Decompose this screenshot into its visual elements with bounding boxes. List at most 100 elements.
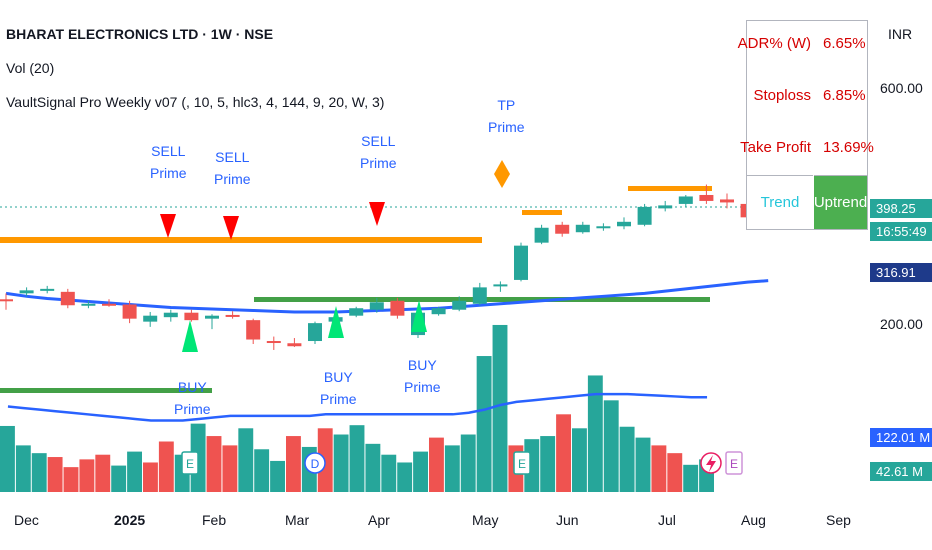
candle (369, 297, 384, 313)
volume-bar (143, 462, 158, 492)
volume-bar (206, 436, 222, 492)
candle-body (452, 300, 467, 310)
tp-marker (494, 160, 510, 188)
candle (637, 203, 652, 227)
candle (0, 293, 13, 310)
candle-body (720, 199, 734, 203)
candle-body (349, 308, 364, 316)
indicator-label[interactable]: VaultSignal Pro Weekly v07 (, 10, 5, hlc… (6, 94, 385, 110)
candle (596, 223, 611, 231)
time-tick: May (472, 512, 499, 528)
candle (720, 193, 734, 209)
candle (19, 287, 34, 297)
candle (225, 311, 240, 319)
candle (617, 217, 631, 230)
candle (534, 224, 549, 245)
time-tick: Jul (658, 512, 676, 528)
candle (658, 200, 673, 212)
volume-bar (0, 425, 15, 492)
candle-body (102, 303, 116, 306)
candle-body (266, 341, 281, 344)
candle (205, 314, 219, 330)
candle-body (472, 287, 487, 304)
candle (555, 221, 570, 237)
annotation-line-1: BUY (323, 369, 353, 385)
candle-body (431, 308, 446, 315)
volume-bar (254, 449, 270, 492)
stoploss-value: 6.85% (823, 87, 866, 104)
lightning-icon[interactable] (700, 452, 722, 474)
price-tick: 600.00 (880, 80, 923, 96)
candle (514, 242, 528, 282)
resistance-line-2 (522, 210, 562, 215)
volume-bar (397, 462, 413, 492)
candle-body (617, 221, 631, 227)
sell-annotation: SELL Prime (150, 140, 187, 184)
volume-bar (603, 400, 619, 492)
signal-info-table: ADR% (W) 6.65% Stoploss 6.85% Take Profi… (738, 20, 874, 230)
annotation-line-1: SELL (215, 149, 250, 165)
volume-bar (587, 375, 603, 492)
candle (184, 309, 199, 322)
time-tick: Feb (202, 512, 227, 528)
volume-bar (31, 453, 47, 492)
volume-bar (572, 428, 587, 492)
annotation-line-2: Prime (174, 401, 211, 417)
time-tick: Aug (741, 512, 766, 528)
volume-bar (158, 441, 174, 492)
dividend-marker-text: D (311, 457, 320, 471)
candle-body (205, 315, 219, 319)
volume-bar (413, 451, 428, 492)
candle (575, 221, 590, 234)
sell-marker (369, 202, 385, 226)
candle (266, 336, 281, 350)
annotation-line-2: Prime (214, 171, 251, 187)
volume-bar (127, 451, 142, 492)
candle (431, 306, 446, 316)
trend-value: Uptrend (814, 175, 867, 229)
volume-bar (635, 437, 651, 492)
stoploss-label: Stoploss (753, 87, 811, 104)
candle-body (390, 300, 405, 316)
volume-bar (47, 457, 63, 492)
adr-value: 6.65% (823, 35, 866, 52)
take-profit-value: 13.69% (823, 139, 874, 156)
volume-bar (651, 445, 667, 492)
candle-body (658, 205, 673, 209)
volume-bar (683, 464, 699, 492)
currency-label[interactable]: INR (888, 26, 913, 42)
candle-body (19, 290, 34, 294)
time-tick: Apr (368, 512, 390, 528)
annotation-line-2: Prime (404, 379, 441, 395)
earnings-marker[interactable]: E (725, 451, 743, 475)
candle-body (0, 299, 13, 302)
candle (472, 282, 487, 306)
volume-indicator-label[interactable]: Vol (20) (6, 60, 55, 76)
candle (246, 318, 261, 344)
candle (81, 300, 96, 309)
candle-body (225, 314, 240, 317)
candle-body (81, 303, 96, 306)
adr-label: ADR% (W) (737, 35, 811, 52)
earnings-marker[interactable]: E (513, 451, 531, 475)
candle-body (369, 302, 384, 310)
volume-bar (460, 434, 476, 492)
earnings-marker[interactable]: E (181, 451, 199, 475)
sell-annotation: SELL Prime (360, 130, 397, 174)
dividend-marker[interactable]: D (304, 452, 326, 474)
price-tick: 200.00 (880, 316, 923, 332)
candle-body (678, 196, 693, 204)
sell-marker (160, 214, 176, 238)
candle-body (143, 315, 158, 322)
symbol-title[interactable]: BHARAT ELECTRONICS LTD · 1W · NSE (6, 26, 274, 42)
volume-bar (444, 445, 460, 492)
candle-body (287, 343, 302, 347)
candle (287, 338, 302, 347)
ma-value-badge: 316.91 (870, 263, 932, 282)
annotation-line-1: SELL (361, 133, 396, 149)
candle (143, 311, 158, 327)
earnings-marker-text: E (730, 457, 738, 471)
volume-histogram (0, 324, 714, 492)
candle-body (40, 288, 55, 291)
